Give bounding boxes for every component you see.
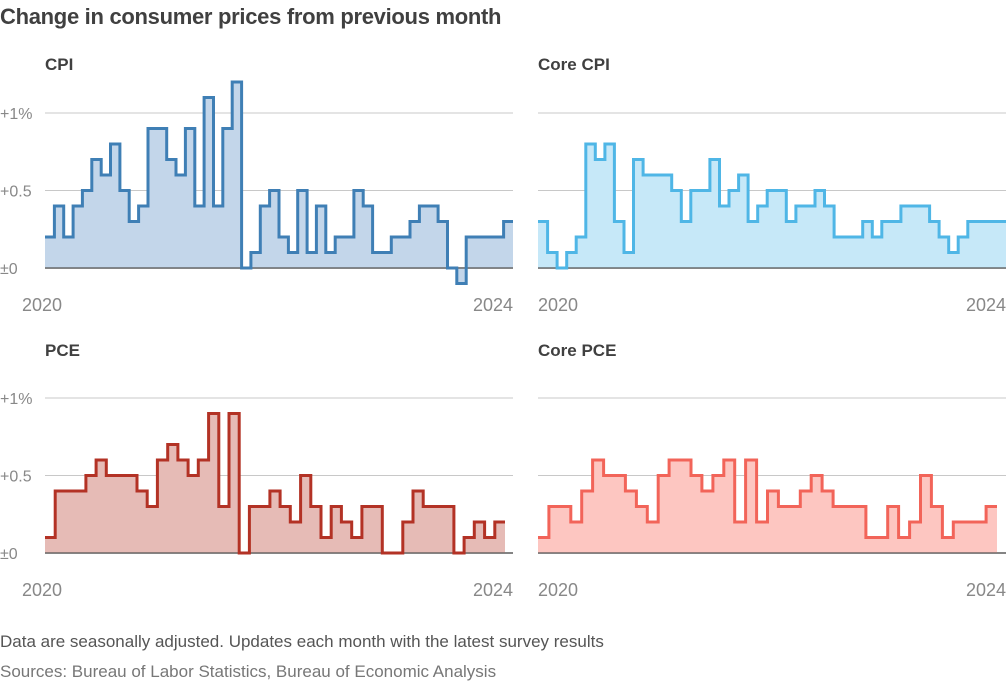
series-area: [538, 144, 1006, 268]
x-tick-label: 2024: [966, 295, 1006, 315]
panel-title: CPI: [45, 55, 73, 74]
chart-panel-4: Core PCE 2020 2024: [538, 341, 1006, 600]
x-tick-label: 2020: [538, 295, 578, 315]
y-tick-label: +1%: [0, 391, 32, 408]
panel-title: PCE: [45, 341, 80, 360]
footnote: Data are seasonally adjusted. Updates ea…: [0, 632, 604, 651]
chart-title: Change in consumer prices from previous …: [0, 4, 502, 29]
y-tick-label: +0.5: [0, 469, 32, 486]
series-area: [45, 82, 513, 284]
y-tick-label: +0.5: [0, 184, 32, 201]
y-tick-label: ±0: [0, 261, 18, 278]
x-tick-label: 2020: [22, 580, 62, 600]
chart-panel-1: ±0 +0.5 +1% CPI 2020 2024: [0, 55, 513, 315]
panel-title: Core CPI: [538, 55, 610, 74]
x-tick-label: 2020: [22, 295, 62, 315]
series-line: [45, 80, 513, 285]
x-tick-label: 2020: [538, 580, 578, 600]
x-tick-label: 2024: [473, 295, 513, 315]
series-line: [538, 458, 997, 539]
x-tick-label: 2024: [966, 580, 1006, 600]
y-tick-label: ±0: [0, 546, 18, 563]
chart-panel-3: ±0 +0.5 +1% PCE 2020 2024: [0, 341, 513, 600]
chart-panel-2: Core CPI 2020 2024: [538, 55, 1006, 315]
y-tick-label: +1%: [0, 106, 32, 123]
series-line: [538, 142, 1006, 270]
series-area: [45, 413, 505, 553]
series-line: [45, 412, 505, 555]
source-note: Sources: Bureau of Labor Statistics, Bur…: [0, 662, 497, 681]
x-tick-label: 2024: [473, 580, 513, 600]
panel-title: Core PCE: [538, 341, 616, 360]
